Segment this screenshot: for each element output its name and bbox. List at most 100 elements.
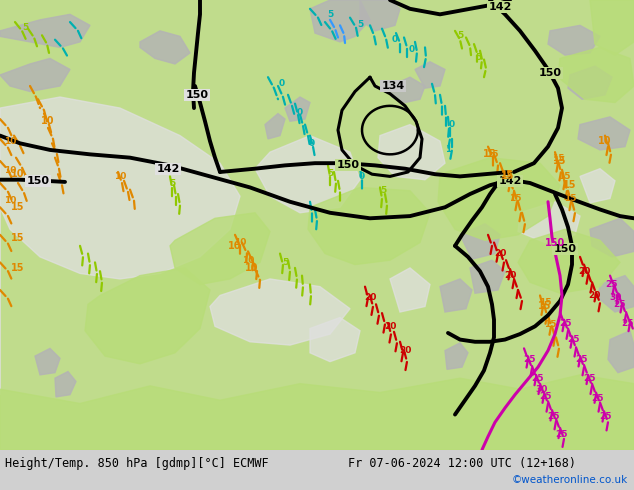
Text: 25: 25 bbox=[567, 335, 579, 344]
Polygon shape bbox=[308, 188, 430, 265]
Polygon shape bbox=[445, 343, 468, 369]
Text: 5: 5 bbox=[282, 258, 288, 267]
Text: 15: 15 bbox=[558, 172, 570, 181]
Polygon shape bbox=[85, 268, 210, 364]
Text: 5: 5 bbox=[327, 10, 333, 19]
Text: 5: 5 bbox=[357, 20, 363, 29]
Polygon shape bbox=[390, 268, 430, 312]
Polygon shape bbox=[285, 97, 310, 122]
Polygon shape bbox=[378, 124, 445, 180]
Polygon shape bbox=[0, 58, 70, 92]
Text: 10: 10 bbox=[4, 137, 16, 146]
Text: 0: 0 bbox=[392, 35, 398, 44]
Text: 25: 25 bbox=[548, 412, 560, 421]
Polygon shape bbox=[590, 219, 634, 257]
Text: 20: 20 bbox=[578, 267, 590, 276]
Polygon shape bbox=[0, 97, 240, 395]
Text: 150: 150 bbox=[27, 176, 49, 186]
Polygon shape bbox=[440, 279, 472, 312]
Text: 30: 30 bbox=[536, 385, 548, 393]
Polygon shape bbox=[568, 66, 612, 99]
Polygon shape bbox=[608, 331, 634, 372]
Polygon shape bbox=[518, 229, 620, 293]
Text: 15: 15 bbox=[564, 194, 576, 203]
Polygon shape bbox=[310, 0, 370, 42]
Text: 20: 20 bbox=[588, 291, 600, 300]
Polygon shape bbox=[518, 202, 580, 243]
Text: 10: 10 bbox=[245, 263, 259, 273]
Text: 5: 5 bbox=[457, 31, 463, 40]
Polygon shape bbox=[460, 224, 500, 259]
Text: 15: 15 bbox=[11, 233, 25, 243]
Text: 5: 5 bbox=[22, 23, 28, 32]
Text: 142: 142 bbox=[498, 176, 522, 186]
Polygon shape bbox=[415, 62, 445, 88]
Text: 25: 25 bbox=[605, 280, 618, 289]
Polygon shape bbox=[558, 48, 634, 102]
Text: 10: 10 bbox=[228, 241, 242, 251]
Text: 25: 25 bbox=[598, 412, 611, 421]
Text: 10: 10 bbox=[242, 256, 254, 265]
Text: 5: 5 bbox=[169, 178, 175, 188]
Polygon shape bbox=[0, 375, 634, 450]
Text: 10: 10 bbox=[41, 116, 55, 126]
Text: 15: 15 bbox=[486, 150, 498, 159]
Polygon shape bbox=[310, 318, 360, 362]
Text: 0: 0 bbox=[449, 120, 455, 129]
Text: 15: 15 bbox=[553, 156, 567, 166]
Text: 15: 15 bbox=[563, 180, 577, 190]
Polygon shape bbox=[170, 213, 270, 284]
Text: 10: 10 bbox=[234, 238, 246, 247]
Text: 150: 150 bbox=[337, 160, 359, 171]
Polygon shape bbox=[265, 114, 285, 139]
Text: 15: 15 bbox=[538, 301, 552, 312]
Text: 0: 0 bbox=[359, 172, 365, 181]
Polygon shape bbox=[0, 14, 90, 48]
Text: 134: 134 bbox=[382, 81, 404, 91]
Polygon shape bbox=[578, 117, 630, 150]
Text: 25: 25 bbox=[540, 392, 552, 401]
Text: 150: 150 bbox=[186, 90, 209, 100]
Text: 142: 142 bbox=[488, 1, 512, 12]
Text: 15: 15 bbox=[501, 172, 515, 181]
Text: 10: 10 bbox=[4, 167, 16, 175]
Text: 20: 20 bbox=[504, 271, 516, 280]
Polygon shape bbox=[210, 279, 350, 345]
Text: 142: 142 bbox=[157, 164, 179, 173]
Text: 0: 0 bbox=[409, 45, 415, 54]
Text: 10: 10 bbox=[114, 172, 126, 181]
Text: 25: 25 bbox=[583, 374, 595, 383]
Text: 25: 25 bbox=[591, 393, 603, 402]
Text: ©weatheronline.co.uk: ©weatheronline.co.uk bbox=[512, 475, 628, 485]
Polygon shape bbox=[438, 158, 560, 241]
Text: 15: 15 bbox=[508, 194, 521, 203]
Text: 10: 10 bbox=[4, 196, 16, 205]
Polygon shape bbox=[140, 31, 190, 64]
Text: 150: 150 bbox=[545, 238, 565, 247]
Text: 10: 10 bbox=[11, 169, 25, 179]
Text: 5: 5 bbox=[327, 169, 333, 177]
Text: 20: 20 bbox=[399, 346, 411, 355]
Text: 0: 0 bbox=[309, 139, 315, 148]
Text: 15: 15 bbox=[552, 154, 564, 163]
Text: 25: 25 bbox=[559, 318, 571, 327]
Text: 20: 20 bbox=[384, 322, 396, 331]
Text: 150: 150 bbox=[553, 244, 576, 254]
Text: 25: 25 bbox=[614, 300, 626, 309]
Polygon shape bbox=[590, 0, 634, 55]
Text: 150: 150 bbox=[538, 68, 562, 78]
Text: 20: 20 bbox=[364, 293, 376, 302]
Text: Height/Temp. 850 hPa [gdmp][°C] ECMWF: Height/Temp. 850 hPa [gdmp][°C] ECMWF bbox=[5, 457, 269, 470]
Text: 15: 15 bbox=[539, 297, 551, 307]
Text: 30: 30 bbox=[610, 293, 622, 302]
Text: Fr 07-06-2024 12:00 UTC (12+168): Fr 07-06-2024 12:00 UTC (12+168) bbox=[348, 457, 576, 470]
Polygon shape bbox=[360, 0, 400, 31]
Text: 25: 25 bbox=[622, 318, 634, 327]
Polygon shape bbox=[255, 136, 360, 213]
Text: 25: 25 bbox=[575, 355, 587, 364]
Polygon shape bbox=[390, 77, 425, 102]
Text: 25: 25 bbox=[532, 374, 544, 383]
Text: 1: 1 bbox=[445, 146, 451, 154]
Text: 25: 25 bbox=[524, 355, 536, 364]
Text: 25: 25 bbox=[556, 430, 568, 439]
